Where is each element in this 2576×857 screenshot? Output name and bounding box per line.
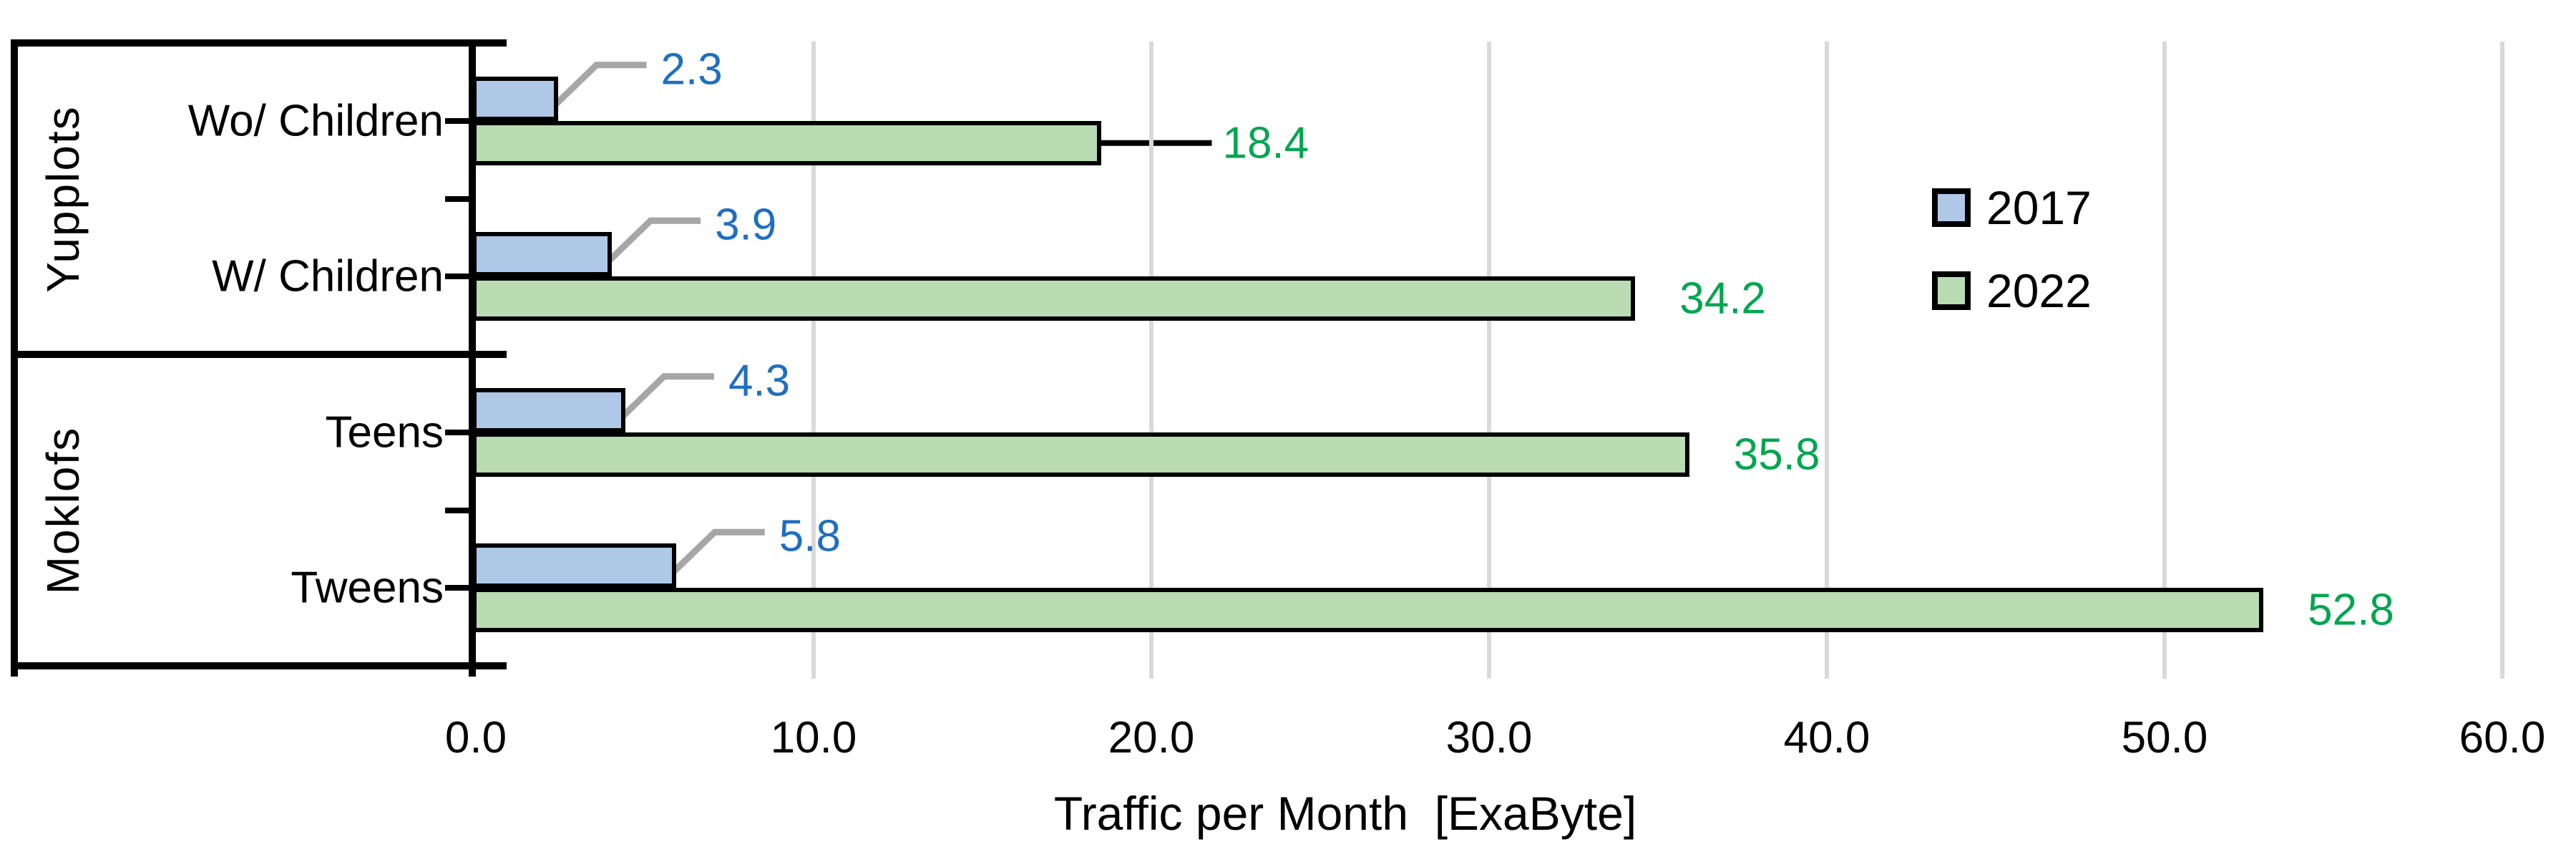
x-tick-label-30: 30.0 bbox=[1445, 713, 1533, 762]
x-tick-label-20: 20.0 bbox=[1108, 713, 1195, 762]
category-axis-tick-4 bbox=[445, 507, 472, 513]
group-label-moklofs: Moklofs bbox=[37, 426, 89, 594]
category-label-teens: Teens bbox=[325, 407, 444, 457]
leader-line-2017-w-children bbox=[605, 217, 701, 265]
category-axis-tick-3 bbox=[445, 429, 472, 435]
label-box-left-line bbox=[11, 39, 18, 677]
data-label-2022-w-children: 34.2 bbox=[1679, 273, 1766, 324]
data-label-2017-wo-children: 2.3 bbox=[660, 44, 723, 95]
x-tick-label-10: 10.0 bbox=[770, 713, 857, 762]
gridline-40 bbox=[1825, 42, 1829, 679]
gridline-30 bbox=[1487, 42, 1491, 679]
group-label-yupplots: Yupplots bbox=[37, 105, 89, 293]
group-separator-line bbox=[11, 351, 507, 358]
data-label-2017-teens: 4.3 bbox=[728, 356, 791, 406]
x-tick-label-40: 40.0 bbox=[1783, 713, 1870, 762]
data-label-2017-w-children: 3.9 bbox=[715, 200, 777, 250]
leader-line-2017-wo-children bbox=[551, 62, 647, 109]
legend: 2017 2022 bbox=[1932, 180, 2092, 347]
x-axis-title: Traffic per Month [ExaByte] bbox=[1053, 787, 1637, 840]
category-axis-line bbox=[469, 39, 476, 677]
category-label-wo-children: Wo/ Children bbox=[187, 96, 444, 146]
x-tick-label-60: 60.0 bbox=[2459, 713, 2546, 762]
data-label-2022-tweens: 52.8 bbox=[2308, 585, 2394, 635]
legend-item-2017: 2017 bbox=[1932, 180, 2092, 235]
category-label-w-children: W/ Children bbox=[212, 251, 444, 301]
legend-label-2017: 2017 bbox=[1986, 181, 2092, 234]
x-tick-label-0: 0.0 bbox=[444, 713, 507, 762]
label-box-top-line bbox=[11, 39, 507, 47]
bar-2017-wo-children bbox=[472, 76, 558, 121]
category-axis-tick-5 bbox=[445, 585, 472, 591]
legend-label-2022: 2022 bbox=[1986, 264, 2092, 317]
bar-2022-tweens bbox=[472, 588, 2264, 633]
category-label-tweens: Tweens bbox=[291, 563, 444, 613]
bar-2017-w-children bbox=[472, 232, 613, 277]
gridline-50 bbox=[2162, 42, 2167, 679]
data-label-2022-teens: 35.8 bbox=[1733, 430, 1820, 480]
label-box-bottom-line bbox=[11, 662, 507, 669]
category-axis-tick-2 bbox=[445, 273, 472, 280]
legend-swatch-2017 bbox=[1932, 188, 1971, 227]
legend-item-2022: 2022 bbox=[1932, 263, 2092, 318]
bar-2022-wo-children bbox=[472, 120, 1102, 165]
data-label-2017-tweens: 5.8 bbox=[779, 511, 841, 561]
category-axis-tick-0 bbox=[445, 117, 472, 124]
gridline-20 bbox=[1149, 42, 1153, 679]
bar-2017-teens bbox=[472, 387, 625, 432]
category-axis-tick-1 bbox=[445, 195, 472, 202]
bar-2022-w-children bbox=[472, 276, 1636, 321]
x-tick-label-50: 50.0 bbox=[2121, 713, 2208, 762]
gridline-10 bbox=[811, 42, 816, 679]
leader-line-2017-tweens bbox=[669, 528, 765, 576]
leader-line-2017-teens bbox=[618, 373, 714, 420]
gridline-60 bbox=[2500, 42, 2504, 679]
bar-2017-tweens bbox=[472, 543, 676, 589]
bar-2022-teens bbox=[472, 432, 1689, 477]
data-label-2022-wo-children: 18.4 bbox=[1222, 118, 1309, 168]
legend-swatch-2022 bbox=[1932, 271, 1971, 310]
